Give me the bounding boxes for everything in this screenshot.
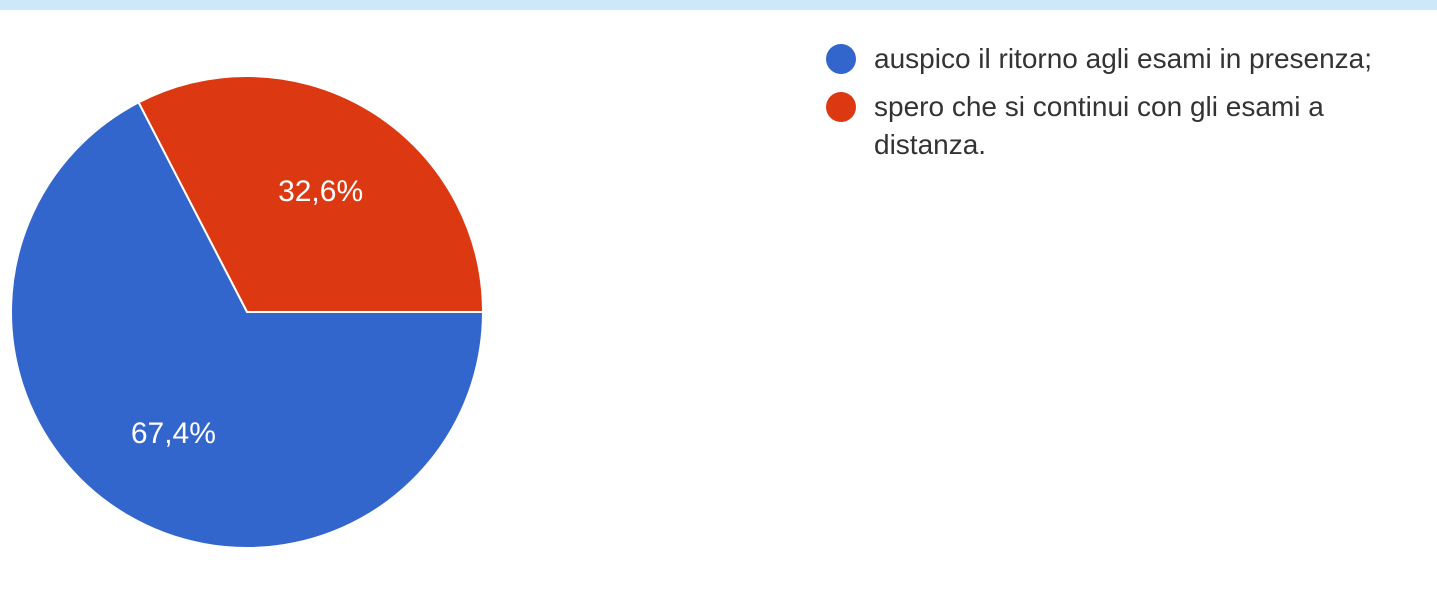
pie-chart: 32,6% 67,4% auspico il ritorno agli esami… [0,10,1437,594]
slice-percent-label: 67,4% [131,417,216,450]
legend-dot-icon [826,44,856,74]
chart-legend: auspico il ritorno agli esami in presenz… [826,40,1386,174]
top-band [0,0,1437,10]
legend-dot-icon [826,92,856,122]
legend-label: spero che si continui con gli esami a di… [874,91,1324,160]
legend-item-presenza[interactable]: auspico il ritorno agli esami in presenz… [826,40,1386,78]
legend-item-distanza[interactable]: spero che si continui con gli esami a di… [826,88,1386,164]
pie-chart-svg: 32,6% 67,4% [10,75,485,549]
pie-slice[interactable] [137,75,485,313]
legend-label: auspico il ritorno agli esami in presenz… [874,43,1373,74]
pie-slice[interactable] [10,101,485,549]
slice-percent-label: 32,6% [278,175,363,208]
